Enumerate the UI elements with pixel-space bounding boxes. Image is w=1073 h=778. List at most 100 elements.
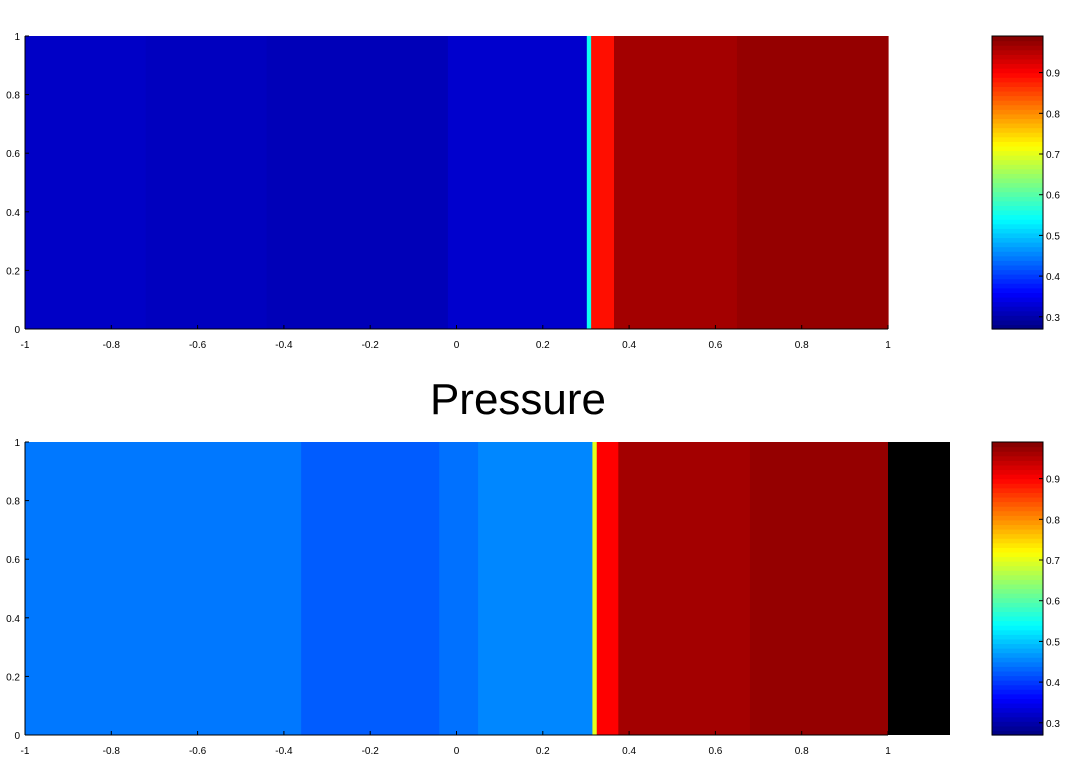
- field-strip: [439, 442, 479, 735]
- field-strip: [618, 442, 751, 735]
- colorbar-segment: [992, 442, 1043, 448]
- colorbar-tick-label: 0.8: [1046, 515, 1060, 526]
- colorbar-segment: [992, 177, 1043, 184]
- colorbar-segment: [992, 86, 1043, 92]
- colorbar-segment: [992, 81, 1043, 87]
- colorbar-segment: [992, 721, 1043, 727]
- field-strip: [25, 36, 147, 329]
- colorbar-segment: [992, 666, 1043, 672]
- x-tick-label: 0.6: [708, 340, 722, 351]
- colorbar-segment: [992, 469, 1043, 475]
- colorbar-segment: [992, 648, 1043, 654]
- colorbar-segment: [992, 561, 1043, 567]
- colorbar-tick-label: 0.4: [1046, 272, 1060, 283]
- x-tick-label: -0.8: [103, 746, 121, 757]
- x-tick-label: 1: [885, 340, 891, 351]
- colorbar-segment: [992, 45, 1043, 51]
- x-tick-label: 0.4: [622, 340, 636, 351]
- x-tick-label: -0.6: [189, 746, 207, 757]
- colorbar-segment: [992, 90, 1043, 97]
- colorbar-segment: [992, 455, 1043, 461]
- colorbar-segment: [992, 36, 1043, 42]
- x-tick-label: 0.6: [708, 746, 722, 757]
- colorbar-tick-label: 0.7: [1046, 556, 1060, 567]
- colorbar-segment: [992, 496, 1043, 503]
- colorbar-segment: [992, 223, 1043, 229]
- colorbar-segment: [992, 712, 1043, 718]
- colorbar-segment: [992, 510, 1043, 516]
- y-tick-label: 0: [14, 731, 20, 742]
- colorbar-segment: [992, 716, 1043, 722]
- colorbar-segment: [992, 77, 1043, 83]
- colorbar-segment: [992, 684, 1043, 690]
- y-tick-label: 0.6: [6, 555, 20, 566]
- colorbar-segment: [992, 246, 1043, 252]
- colorbar-segment: [992, 205, 1043, 211]
- colorbar-tick-label: 0.5: [1046, 637, 1060, 648]
- colorbar-segment: [992, 63, 1043, 69]
- colorbar-segment: [992, 478, 1043, 484]
- colorbar-segment: [992, 702, 1043, 709]
- colorbar-segment: [992, 483, 1043, 489]
- colorbar-segment: [992, 670, 1043, 677]
- field-strip: [266, 36, 449, 329]
- colorbar-segment: [992, 324, 1043, 330]
- colorbar-segment: [992, 524, 1043, 530]
- field-strip: [614, 36, 738, 329]
- x-tick-label: -1: [21, 340, 30, 351]
- colorbar-tick-label: 0.6: [1046, 191, 1060, 202]
- colorbar-segment: [992, 611, 1043, 617]
- x-tick-label: 1: [885, 746, 891, 757]
- colorbar-segment: [992, 155, 1043, 161]
- x-tick-label: -1: [21, 746, 30, 757]
- colorbar-segment: [992, 606, 1043, 612]
- y-tick-label: 0.8: [6, 497, 20, 508]
- y-tick-label: 0.4: [6, 614, 20, 625]
- colorbar-segment: [992, 113, 1043, 120]
- field-strip: [591, 36, 615, 329]
- colorbar-tick-label: 0.9: [1046, 475, 1060, 486]
- colorbar-segment: [992, 574, 1043, 580]
- colorbar-segment: [992, 638, 1043, 645]
- colorbar-segment: [992, 446, 1043, 452]
- y-tick-label: 0.2: [6, 672, 20, 683]
- colorbar-segment: [992, 232, 1043, 239]
- colorbar-segment: [992, 506, 1043, 512]
- colorbar-segment: [992, 287, 1043, 293]
- colorbar-segment: [992, 547, 1043, 553]
- colorbar-segment: [992, 551, 1043, 558]
- colorbar-segment: [992, 588, 1043, 594]
- colorbar-segment: [992, 219, 1043, 225]
- colorbar-segment: [992, 296, 1043, 303]
- colorbar-segment: [992, 556, 1043, 562]
- colorbar-segment: [992, 132, 1043, 138]
- colorbar-tick-label: 0.5: [1046, 231, 1060, 242]
- x-tick-label: 0.8: [795, 746, 809, 757]
- x-tick-label: 0.8: [795, 340, 809, 351]
- colorbar-tick-label: 0.4: [1046, 678, 1060, 689]
- colorbar-segment: [992, 209, 1043, 216]
- colorbar-segment: [992, 292, 1043, 298]
- colorbar-segment: [992, 625, 1043, 631]
- colorbar-segment: [992, 145, 1043, 152]
- colorbar-frame: [991, 441, 1044, 736]
- field-strip: [586, 36, 592, 329]
- colorbar-segment: [992, 533, 1043, 539]
- y-tick-label: 1: [14, 32, 20, 43]
- field-strip: [749, 442, 889, 735]
- x-tick-label: 0: [454, 746, 460, 757]
- x-tick-label: -0.8: [103, 340, 121, 351]
- field-strip: [145, 36, 268, 329]
- colorbar-segment: [992, 451, 1043, 457]
- colorbar-segment: [992, 58, 1043, 65]
- x-tick-label: -0.6: [189, 340, 207, 351]
- colorbar-segment: [992, 730, 1043, 736]
- y-tick-label: 0: [14, 325, 20, 336]
- colorbar-segment: [992, 274, 1043, 280]
- colorbar-segment: [992, 602, 1043, 608]
- colorbar-segment: [992, 515, 1043, 521]
- colorbar-segment: [992, 652, 1043, 658]
- colorbar-segment: [992, 159, 1043, 165]
- field-strip: [592, 442, 598, 735]
